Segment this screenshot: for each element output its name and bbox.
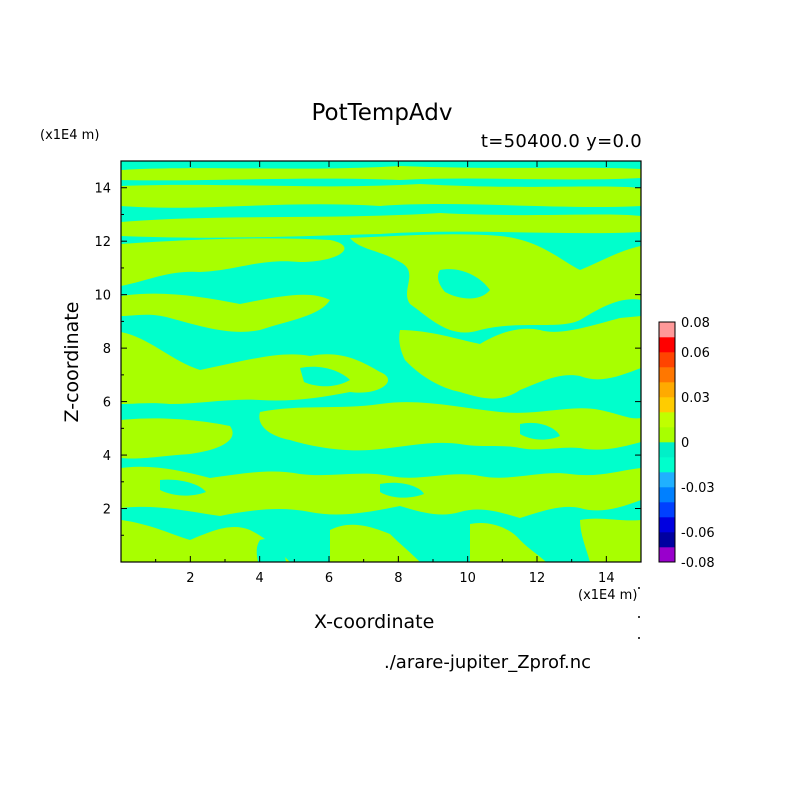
- y-tick-label: 2: [103, 503, 111, 518]
- colorbar-swatch: [659, 352, 675, 368]
- marker-dot: [638, 587, 640, 589]
- colorbar-swatch: [659, 427, 675, 443]
- x-axis-ticks: 2 4 6 8 10 12 14: [155, 161, 615, 586]
- chart-title: PotTempAdv: [311, 100, 453, 126]
- colorbar: 0.08 0.06 0.03 0 -0.03 -0.06 -0.08: [658, 316, 715, 571]
- colorbar-swatch: [659, 382, 675, 398]
- colorbar-swatch: [659, 412, 675, 428]
- colorbar-swatch: [659, 367, 675, 383]
- colorbar-frame: [658, 321, 676, 563]
- colorbar-tick-label: 0.08: [681, 316, 710, 331]
- y-tick-label: 4: [103, 449, 111, 464]
- colorbar-swatch: [659, 502, 675, 518]
- x-tick-label: 10: [459, 571, 476, 586]
- colorbar-swatch: [659, 442, 675, 458]
- colorbar-swatch: [659, 397, 675, 413]
- plot-frame: [120, 160, 642, 563]
- negative-regions: [160, 269, 560, 562]
- y-unit-label: (x1E4 m): [40, 128, 100, 143]
- colorbar-swatch: [659, 472, 675, 488]
- x-tick-label: 14: [598, 571, 615, 586]
- x-unit-label: (x1E4 m): [578, 588, 638, 603]
- x-tick-label: 4: [256, 571, 264, 586]
- y-tick-label: 12: [94, 235, 111, 250]
- marker-dot: [638, 616, 640, 618]
- colorbar-tick-label: 0.06: [681, 346, 710, 361]
- x-tick-label: 8: [394, 571, 402, 586]
- colorbar-swatch: [659, 487, 675, 503]
- y-tick-label: 8: [103, 342, 111, 357]
- x-axis-label: X-coordinate: [314, 611, 435, 633]
- x-tick-label: 12: [529, 571, 546, 586]
- colorbar-tick-label: -0.06: [681, 526, 715, 541]
- marker-dot: [638, 637, 640, 639]
- chart-subtitle: t=50400.0 y=0.0: [480, 131, 642, 152]
- y-tick-label: 14: [94, 182, 111, 197]
- colorbar-tick-label: -0.08: [681, 556, 715, 571]
- colorbar-swatch: [659, 547, 675, 563]
- x-tick-label: 2: [186, 571, 194, 586]
- colorbar-swatch: [659, 517, 675, 533]
- y-tick-label: 10: [94, 289, 111, 304]
- colorbar-tick-label: -0.03: [681, 481, 715, 496]
- colorbar-swatch: [659, 322, 675, 338]
- contour-field: [121, 161, 641, 562]
- colorbar-swatch: [659, 337, 675, 353]
- x-tick-label: 6: [325, 571, 333, 586]
- source-filename: ./arare-jupiter_Zprof.nc: [384, 652, 592, 673]
- y-axis-ticks: 2 4 6 8 10 12 14: [94, 182, 641, 536]
- colorbar-swatch: [659, 457, 675, 473]
- colorbar-tick-label: 0: [681, 436, 689, 451]
- colorbar-swatch: [659, 532, 675, 548]
- colorbar-tick-label: 0.03: [681, 391, 710, 406]
- y-tick-label: 6: [103, 396, 111, 411]
- positive-regions: [121, 166, 641, 562]
